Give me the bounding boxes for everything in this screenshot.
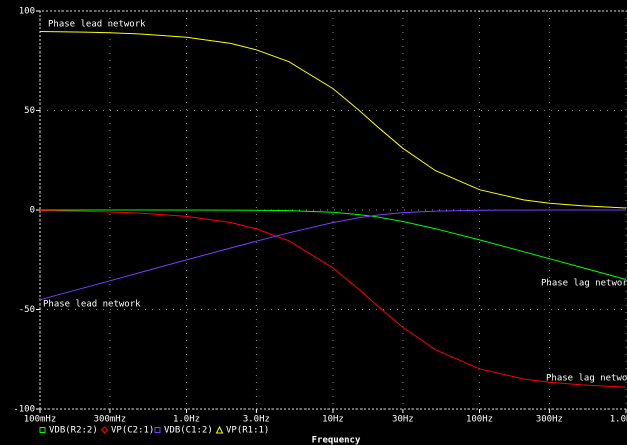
legend-label: VDB(R2:2) bbox=[49, 426, 98, 436]
x-tick-label: 30Hz bbox=[392, 415, 414, 425]
y-tick-label: -50 bbox=[19, 305, 35, 315]
annotation: Phase lag network bbox=[541, 279, 627, 289]
x-tick-label: 1.0Hz bbox=[173, 415, 200, 425]
x-tick-label: 100Hz bbox=[466, 415, 493, 425]
series-line bbox=[40, 209, 627, 280]
annotation: Phase lead network bbox=[43, 300, 141, 310]
series-line bbox=[39, 31, 627, 209]
legend-label: VP(R1:1) bbox=[226, 426, 269, 436]
series-line bbox=[39, 210, 627, 388]
x-tick-label: 3.0Hz bbox=[243, 415, 270, 425]
y-tick-label: -100 bbox=[13, 405, 35, 415]
y-tick-label: 100 bbox=[19, 7, 35, 17]
series-line bbox=[39, 209, 626, 301]
legend-marker bbox=[100, 426, 109, 434]
x-tick-label: 300Hz bbox=[536, 415, 563, 425]
legend-marker bbox=[215, 425, 224, 434]
x-axis-label: Frequency bbox=[312, 436, 361, 445]
annotation: Phase lead network bbox=[48, 20, 146, 30]
annotation: Phase lag network bbox=[546, 374, 627, 384]
y-tick-label: 50 bbox=[24, 106, 35, 116]
plot-frame bbox=[39, 10, 627, 409]
legend-marker bbox=[154, 427, 161, 433]
y-tick-label: 0 bbox=[30, 206, 35, 216]
legend-label: VDB(C1:2) bbox=[164, 426, 213, 436]
x-tick-label: 10Hz bbox=[322, 415, 344, 425]
legend-label: VP(C2:1) bbox=[111, 426, 154, 436]
x-tick-label: 300mHz bbox=[94, 415, 127, 425]
legend-marker bbox=[39, 427, 46, 433]
x-tick-label: 100mHz bbox=[24, 415, 57, 425]
x-tick-label: 1.0KHz bbox=[610, 415, 627, 425]
